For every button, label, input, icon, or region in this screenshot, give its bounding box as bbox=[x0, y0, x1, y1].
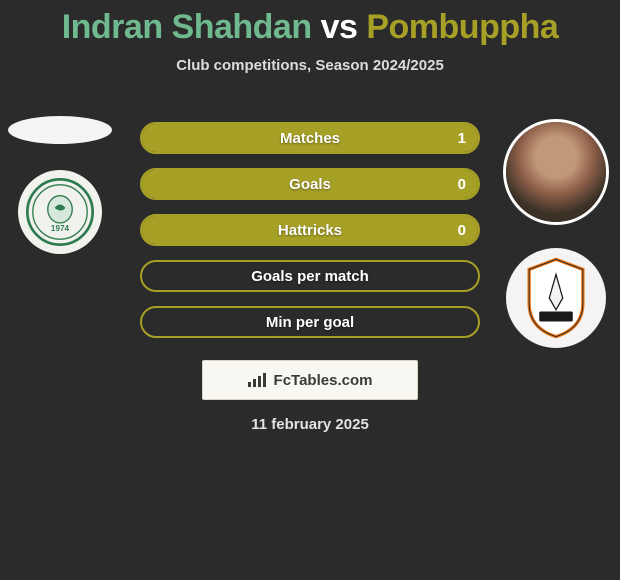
stat-label: Matches bbox=[280, 130, 340, 147]
stat-row: Hattricks 0 bbox=[140, 214, 480, 246]
stat-rows: Matches 1 Goals 0 Hattricks 0 Goals per match M… bbox=[140, 122, 480, 338]
vs-text: vs bbox=[321, 8, 358, 46]
stat-value-right: 0 bbox=[458, 176, 466, 193]
chart-icon bbox=[248, 373, 268, 387]
player2-avatar bbox=[506, 122, 606, 222]
stat-label: Goals per match bbox=[251, 268, 369, 285]
right-column bbox=[504, 122, 608, 348]
svg-text:1974: 1974 bbox=[51, 224, 70, 233]
stat-value-right: 0 bbox=[458, 222, 466, 239]
player1-avatar-placeholder bbox=[8, 116, 112, 144]
player2-name: Pombuppha bbox=[366, 8, 558, 46]
shield-icon bbox=[522, 256, 590, 340]
stat-label: Hattricks bbox=[278, 222, 342, 239]
date-text: 11 february 2025 bbox=[0, 416, 620, 433]
left-column: 1974 bbox=[8, 116, 112, 254]
player1-name: Indran Shahdan bbox=[62, 8, 312, 46]
player2-club-badge bbox=[506, 248, 606, 348]
watermark-text: FcTables.com bbox=[274, 372, 373, 389]
stat-row: Min per goal bbox=[140, 306, 480, 338]
stats-area: 1974 Matches 1 Goals 0 Hattricks 0 Goals per m… bbox=[0, 122, 620, 338]
stat-row: Goals per match bbox=[140, 260, 480, 292]
stat-value-right: 1 bbox=[458, 130, 466, 147]
stat-label: Min per goal bbox=[266, 314, 354, 331]
comparison-title: Indran Shahdan vs Pombuppha bbox=[0, 0, 620, 47]
player1-club-badge: 1974 bbox=[18, 170, 102, 254]
shield-icon: 1974 bbox=[26, 178, 94, 246]
stat-row: Matches 1 bbox=[140, 122, 480, 154]
stat-row: Goals 0 bbox=[140, 168, 480, 200]
stat-label: Goals bbox=[289, 176, 331, 193]
subtitle: Club competitions, Season 2024/2025 bbox=[0, 57, 620, 74]
watermark: FcTables.com bbox=[202, 360, 418, 400]
